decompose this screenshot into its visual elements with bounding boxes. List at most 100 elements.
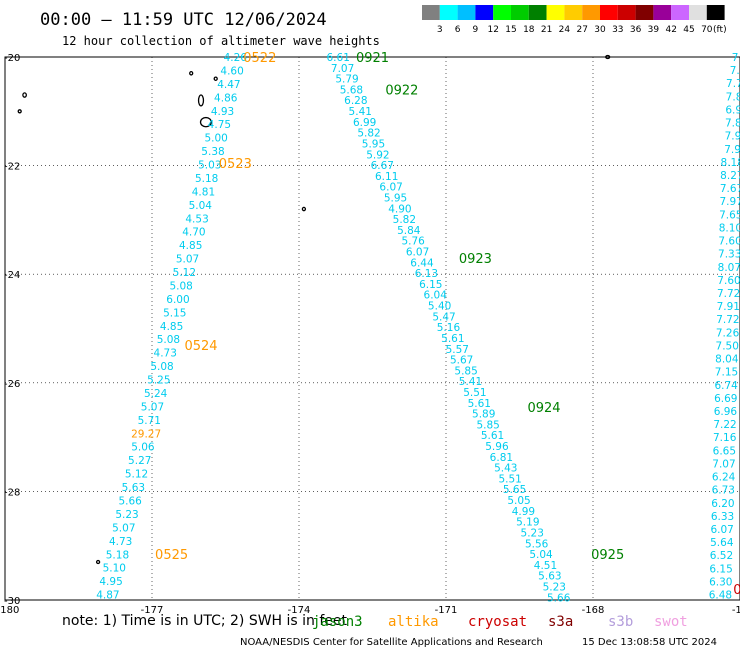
island-outline	[17, 109, 22, 114]
swh-value-label: 5.12	[173, 267, 196, 279]
y-tick-label: -24	[4, 270, 20, 281]
swh-value-label: 6.9	[725, 104, 740, 116]
swh-value-label: 5.08	[169, 280, 192, 292]
swh-value-label: 7.9	[724, 144, 740, 156]
legend-item-jason3: jason3	[312, 614, 363, 630]
legend-item-swot: swot	[654, 614, 688, 630]
swh-value-label: 7.07	[712, 458, 735, 470]
swh-value-label: 5.57	[446, 344, 469, 356]
colorbar-unit-label: (ft)	[713, 25, 727, 35]
swh-value-label: 5.61	[468, 398, 491, 410]
swh-value-label: 6.07	[710, 524, 733, 536]
swh-value-label: 5.15	[163, 307, 186, 319]
swh-value-label: 5.07	[141, 401, 164, 413]
y-tick-label: -26	[4, 379, 20, 390]
x-tick-label: -16	[732, 605, 740, 616]
colorbar-tick-label: 12	[487, 25, 498, 35]
swh-value-label: 5.18	[195, 173, 218, 185]
swh-value-label: 5.07	[176, 254, 199, 266]
colorbar-swatch	[457, 5, 476, 20]
island-outline	[199, 116, 212, 128]
swh-value-label: 7.8	[726, 91, 740, 103]
swh-value-label: 4.85	[179, 240, 202, 252]
chart-subtitle: 12 hour collection of altimeter wave hei…	[62, 34, 380, 48]
x-tick-label: -168	[582, 605, 605, 616]
y-tick-label: -20	[4, 53, 20, 64]
swh-value-label: 6.69	[714, 393, 737, 405]
swh-value-label: 4.70	[182, 227, 205, 239]
colorbar-tick-label: 15	[505, 25, 516, 35]
legend-item-altika: altika	[388, 614, 439, 630]
swh-value-label: 5.27	[128, 455, 151, 467]
swh-value-label: 6.07	[379, 182, 402, 194]
swh-value-label: 6.30	[709, 576, 732, 588]
colorbar-tick-label: 70	[701, 25, 713, 35]
colorbar-swatch	[475, 5, 494, 20]
colorbar-swatch	[493, 5, 511, 20]
swh-value-label: 5.84	[397, 225, 421, 237]
colorbar-tick-label: 18	[523, 25, 535, 35]
swh-value-label: 4.75	[208, 119, 231, 131]
swh-value-label: 5.82	[357, 128, 380, 140]
swh-value-label: 5.25	[147, 375, 170, 387]
y-tick-label: -30	[4, 596, 20, 607]
swh-value-label: 7.22	[713, 419, 736, 431]
colorbar-tick-label: 33	[612, 25, 623, 35]
swh-value-label: 5.00	[204, 133, 227, 145]
swh-value-label: 5.47	[432, 311, 455, 323]
pass-time-label: 0523	[219, 157, 252, 172]
swh-value-label: 6.28	[344, 95, 367, 107]
colorbar-tick-label: 24	[559, 25, 571, 35]
swh-value-label: 5.06	[131, 442, 155, 454]
pass-time-label: 0522	[243, 51, 276, 66]
swh-value-label: 5.38	[201, 146, 224, 158]
swh-value-label: 7.91	[717, 301, 740, 313]
swh-value-label: 8.07	[718, 262, 740, 274]
track-2: 6.617.075.795.686.285.416.995.825.955.92…	[327, 51, 625, 604]
swh-value-label: 5.66	[547, 592, 571, 604]
swh-value-label: 6.74	[714, 380, 738, 392]
swh-value-label: 7.	[730, 65, 740, 77]
swh-value-label: 4.99	[512, 506, 535, 518]
swh-value-label: 6.15	[709, 563, 732, 575]
footer-credit: NOAA/NESDIS Center for Satellite Applica…	[240, 637, 543, 648]
island-outline	[95, 559, 101, 565]
swh-value-label: 5.41	[459, 376, 482, 388]
swh-value-label: 5.19	[516, 517, 539, 529]
swh-value-label: 5.03	[198, 160, 221, 172]
colorbar-tick-label: 6	[455, 25, 461, 35]
swh-value-label: 5.92	[366, 149, 389, 161]
pass-time-label: 0524	[184, 339, 217, 354]
swh-value-label: 4.26	[224, 52, 248, 64]
swh-value-label: 5.41	[349, 106, 372, 118]
colorbar-tick-label: 42	[665, 25, 676, 35]
swh-value-label: 7.60	[718, 236, 740, 248]
swh-value-label: 5.64	[710, 537, 734, 549]
swh-value-label: 5.23	[543, 581, 566, 593]
swh-value-label: 4.95	[99, 576, 122, 588]
pass-time-label: 0924	[527, 401, 560, 416]
swh-value-label: 4.87	[96, 590, 119, 602]
x-tick-label: -180	[0, 605, 19, 616]
swh-value-label: 5.63	[538, 571, 561, 583]
legend-item-s3a: s3a	[548, 614, 573, 630]
swh-value-label: 4.60	[220, 65, 243, 77]
swh-value-label: 6.11	[375, 171, 398, 183]
swh-value-label: 5.71	[138, 415, 161, 427]
pass-time-label: 0923	[459, 252, 492, 267]
swh-value-label: 6.48	[709, 590, 732, 602]
swh-value-label: 5.63	[122, 482, 145, 494]
colorbar-tick-label: 39	[648, 25, 660, 35]
colorbar-swatch	[439, 5, 458, 20]
colorbar-tick-label: 21	[541, 25, 552, 35]
swh-value-label: 5.24	[144, 388, 168, 400]
swh-value-label: 5.76	[401, 236, 425, 248]
grid-lines	[5, 57, 740, 600]
swh-value-label: 5.07	[112, 522, 135, 534]
swh-value-label: 7.33	[718, 249, 740, 261]
x-tick-label: -174	[288, 605, 311, 616]
colorbar-swatch	[511, 5, 529, 20]
island-outline	[301, 206, 307, 212]
swh-value-label: 8.18	[721, 157, 740, 169]
swh-value-label: 4.47	[217, 79, 240, 91]
